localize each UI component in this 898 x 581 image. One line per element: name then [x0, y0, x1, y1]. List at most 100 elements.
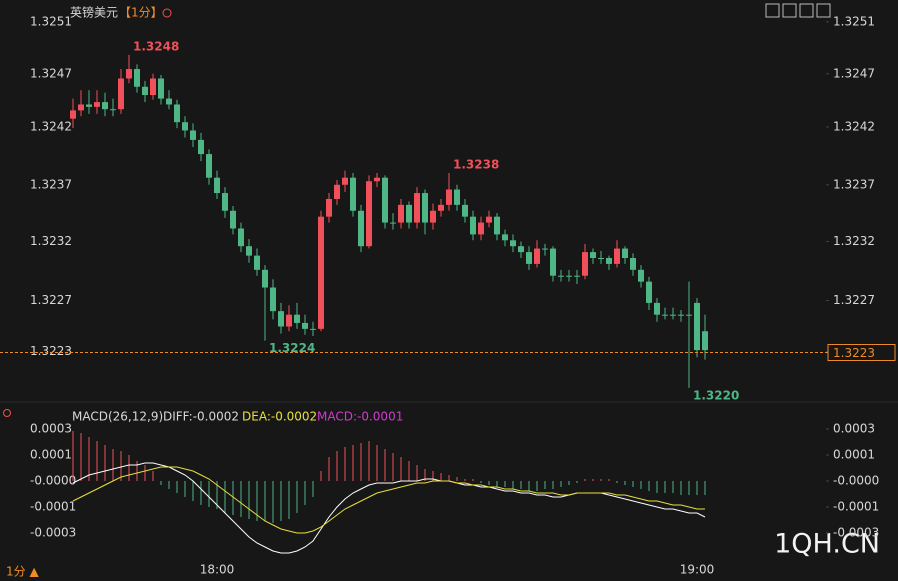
- tool-icon[interactable]: [816, 3, 831, 18]
- tool-icon[interactable]: [782, 3, 797, 18]
- candle-body: [350, 177, 356, 211]
- candle-body: [214, 177, 220, 194]
- candle-body: [134, 69, 140, 87]
- candle-body: [342, 177, 348, 185]
- extreme-label: 1.3238: [453, 157, 499, 171]
- y-tick-label: -0.0003: [833, 526, 879, 540]
- candle-body: [414, 193, 420, 223]
- candle-body: [174, 104, 180, 123]
- macd-line: [72, 466, 705, 534]
- candle-body: [94, 102, 100, 107]
- y-tick-label: 0.0003: [30, 422, 72, 436]
- footer-period[interactable]: 1分 ▲: [6, 565, 39, 579]
- candle-body: [526, 252, 532, 264]
- y-tick-label: 1.3247: [30, 66, 72, 80]
- candle-body: [430, 210, 436, 223]
- candle-body: [470, 216, 476, 235]
- candle-body: [406, 204, 412, 223]
- y-tick-label: 1.3237: [30, 177, 72, 191]
- candle-body: [446, 189, 452, 205]
- candle-body: [518, 246, 524, 253]
- candle-body: [278, 311, 284, 327]
- candle-body: [254, 255, 260, 270]
- candle-body: [582, 252, 588, 276]
- extreme-label: 1.3248: [133, 39, 179, 53]
- candle-body: [630, 258, 636, 270]
- candle-body: [198, 139, 204, 155]
- candle-body: [542, 248, 548, 250]
- candle-body: [326, 198, 332, 217]
- candle-body: [462, 204, 468, 217]
- current-price-label: 1.3223: [833, 346, 875, 360]
- candle-body: [294, 314, 300, 323]
- y-tick-label: 1.3237: [833, 177, 875, 191]
- candle-body: [222, 193, 228, 211]
- y-tick-label: 1.3251: [30, 14, 72, 28]
- y-tick-label: -0.0000: [30, 474, 76, 488]
- candle-body: [494, 216, 500, 235]
- candle-body: [142, 86, 148, 96]
- candle-body: [534, 248, 540, 264]
- y-tick-label: 1.3247: [833, 66, 875, 80]
- candle-body: [590, 252, 596, 259]
- candle-body: [182, 122, 188, 131]
- candle-body: [574, 275, 580, 277]
- candle-body: [510, 240, 516, 247]
- period[interactable]: 【1分】: [119, 6, 163, 20]
- candle-body: [262, 269, 268, 288]
- toolbar: [765, 3, 831, 18]
- candle-body: [310, 328, 316, 330]
- candle-body: [166, 98, 172, 105]
- candle-body: [702, 331, 708, 351]
- candle-body: [694, 302, 700, 351]
- y-tick-label: 1.3251: [833, 14, 875, 28]
- current-price-box: [827, 343, 896, 361]
- y-tick-label: -0.0001: [30, 500, 76, 514]
- candle-body: [70, 110, 76, 119]
- candle-body: [118, 78, 124, 110]
- candle-body: [334, 184, 340, 199]
- candle-body: [150, 78, 156, 96]
- candle-body: [614, 248, 620, 264]
- y-tick-label: 1.3223: [30, 344, 72, 358]
- candle-body: [486, 216, 492, 223]
- candle-body: [102, 102, 108, 110]
- tool-icon[interactable]: [799, 3, 814, 18]
- candle-body: [390, 222, 396, 224]
- candle-body: [654, 302, 660, 315]
- candle-body: [374, 177, 380, 182]
- candle-body: [110, 109, 116, 111]
- y-tick-label: 1.3242: [30, 119, 72, 133]
- y-tick-label: -0.0000: [833, 474, 879, 488]
- candle-body: [606, 258, 612, 264]
- candle-body: [550, 248, 556, 276]
- candle-body: [86, 104, 92, 107]
- indicator-title: MACD(26,12,9): [72, 410, 163, 424]
- candle-body: [286, 314, 292, 327]
- candle-body: [422, 193, 428, 223]
- indicator-icon[interactable]: [3, 409, 11, 417]
- candle-body: [478, 222, 484, 235]
- symbol-title: 英镑美元: [70, 5, 118, 20]
- candle-body: [622, 248, 628, 259]
- watermark: 1QH.CN: [774, 529, 880, 560]
- y-tick-label: -0.0001: [833, 500, 879, 514]
- tool-icon[interactable]: [765, 3, 780, 18]
- candle-body: [502, 234, 508, 241]
- legend-entry: DEA:-0.0002: [242, 410, 317, 424]
- y-tick-label: 1.3232: [30, 234, 72, 248]
- y-tick-label: 0.0001: [30, 448, 72, 462]
- y-tick-label: 1.3227: [30, 293, 72, 307]
- y-tick-label: 1.3227: [833, 293, 875, 307]
- y-tick-label: 0.0001: [833, 448, 875, 462]
- candle-body: [566, 275, 572, 277]
- legend-entry: DIFF:-0.0002: [163, 410, 239, 424]
- add-icon[interactable]: [162, 8, 172, 18]
- candle-body: [646, 281, 652, 303]
- candle-body: [454, 189, 460, 205]
- candle-body: [246, 246, 252, 256]
- candle-body: [638, 269, 644, 282]
